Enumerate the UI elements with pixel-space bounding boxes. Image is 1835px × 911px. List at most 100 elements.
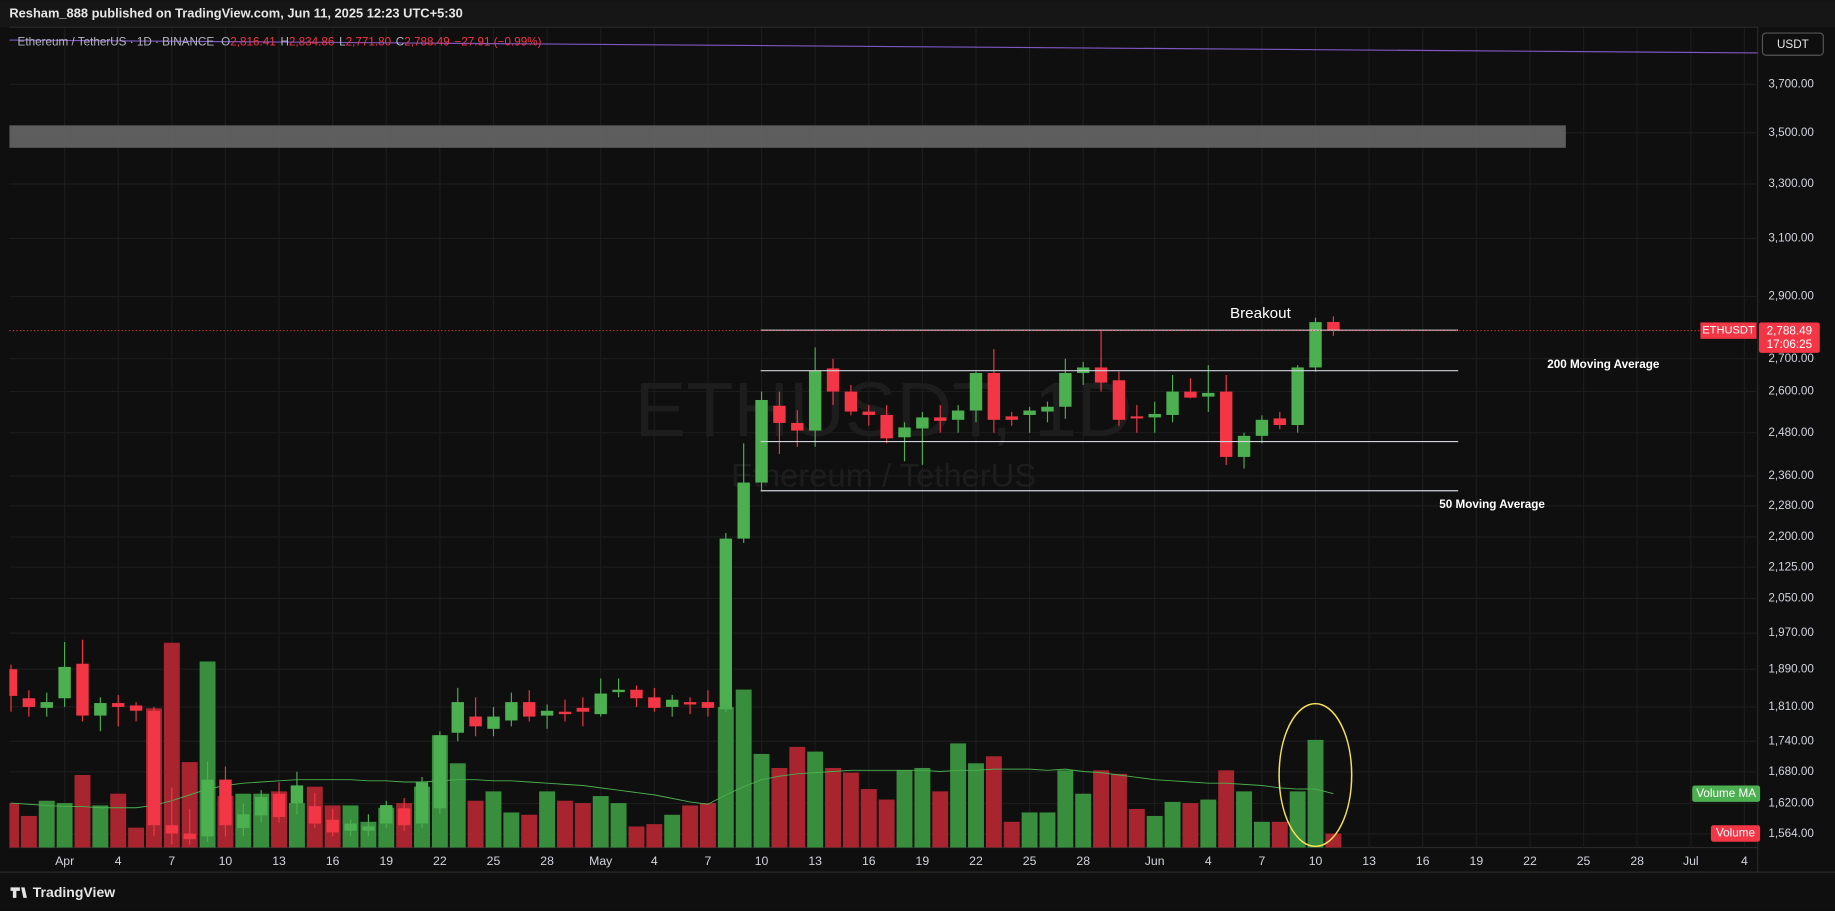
candle-body	[1184, 391, 1197, 398]
candle-body	[951, 410, 965, 420]
x-tick-label: 22	[969, 854, 983, 868]
volume-bar	[896, 770, 913, 848]
volume-bar	[699, 803, 716, 848]
candle-body	[523, 702, 536, 717]
candle-body	[898, 427, 911, 438]
x-tick-label: 25	[487, 854, 501, 868]
volume-bar	[1093, 770, 1110, 848]
candle-body	[1005, 416, 1018, 420]
volume-bar	[610, 803, 627, 848]
x-tick-label: 4	[1741, 854, 1748, 868]
x-tick-label: 28	[1630, 854, 1644, 868]
volume-bar	[735, 689, 752, 848]
volume-bar	[789, 746, 806, 848]
candle-body	[76, 663, 89, 716]
x-tick-label: 7	[705, 854, 712, 868]
price-tag-box	[1758, 322, 1820, 353]
candle-body	[1309, 322, 1322, 368]
legend-key: O	[221, 35, 230, 48]
volume-ma-tag: Volume MA	[1696, 787, 1756, 800]
volume-bar	[288, 803, 305, 848]
volume-bar	[1021, 812, 1038, 848]
y-tick-label: 3,300.00	[1768, 177, 1814, 190]
volume-bar	[1325, 833, 1342, 848]
candle-body	[1219, 391, 1233, 457]
x-tick-label: 19	[379, 854, 393, 868]
volume-bar	[1289, 791, 1306, 848]
volume-bar	[539, 791, 556, 848]
volume-bar	[1218, 770, 1235, 848]
candle-body	[1237, 435, 1251, 457]
volume-bar	[985, 756, 1002, 848]
level-label: 200 Moving Average	[1547, 358, 1660, 371]
candle-body	[773, 405, 786, 423]
x-tick-label: 7	[1258, 854, 1265, 868]
candle-body	[237, 814, 250, 828]
currency[interactable]: USDT	[1777, 38, 1809, 51]
y-tick-label: 2,050.00	[1768, 592, 1814, 605]
volume-bar	[717, 707, 734, 848]
x-tick-label: 7	[168, 854, 175, 868]
candle-body	[505, 702, 518, 721]
candle-body	[1327, 321, 1340, 331]
volume-bar	[628, 826, 645, 848]
header: Resham_888 published on TradingView.com,…	[9, 6, 462, 21]
volume-bar	[181, 762, 198, 848]
volume-bar	[1164, 801, 1181, 848]
x-tick-label: 16	[326, 854, 340, 868]
volume-bar	[825, 767, 841, 848]
volume-bar	[968, 763, 984, 848]
x-tick-label: 22	[433, 854, 447, 868]
volume-bar	[467, 800, 484, 848]
legend-key: L	[339, 35, 346, 48]
candle-body	[58, 666, 71, 699]
x-tick-label: May	[589, 854, 613, 868]
candle-body	[648, 697, 661, 708]
candle-body	[630, 689, 643, 699]
currency-box[interactable]	[1761, 32, 1824, 56]
volume-bar	[914, 767, 931, 848]
candle-body	[433, 735, 447, 809]
candle-body	[183, 833, 196, 840]
x-tick-label: 4	[651, 854, 658, 868]
y-tick-label: 1,810.00	[1768, 700, 1814, 713]
volume-bar	[521, 814, 538, 848]
y-tick-label: 1,564.00	[1768, 827, 1814, 840]
volume-bar	[485, 791, 502, 848]
watermark-symbol: ETHUSDT, 1D	[635, 367, 1133, 453]
candle-body	[826, 368, 840, 392]
candle-body	[487, 716, 500, 729]
candle-body	[1094, 367, 1108, 383]
y-tick-label: 1,890.00	[1768, 662, 1814, 675]
volume-ma-tag-box	[1692, 785, 1761, 802]
volume-bar	[1110, 773, 1127, 848]
candle-body	[254, 797, 268, 816]
volume-tag: Volume	[1716, 827, 1755, 840]
volume-bar	[449, 763, 466, 848]
brand-logo	[10, 887, 27, 898]
candle-body	[219, 779, 232, 826]
candle-body	[612, 689, 625, 693]
y-tick-label: 2,480.00	[1768, 426, 1814, 439]
x-tick-label: 16	[862, 854, 876, 868]
y-tick-label: 2,125.00	[1768, 560, 1814, 573]
volume-bar	[932, 791, 949, 848]
candle-body	[880, 414, 893, 439]
y-tick-label: 2,900.00	[1768, 290, 1814, 303]
candle-body	[129, 705, 143, 711]
volume-bar	[1075, 793, 1092, 848]
candle-body	[308, 806, 321, 824]
candle-body	[147, 710, 161, 826]
y-tick-label: 1,620.00	[1768, 797, 1814, 810]
candle-body	[40, 702, 53, 708]
volume-bar	[646, 824, 663, 848]
candle-body	[1273, 418, 1286, 426]
volume-tag-box	[1710, 825, 1761, 842]
y-tick-label: 2,200.00	[1768, 530, 1814, 543]
candle-body	[94, 703, 107, 716]
brand: TradingView	[33, 884, 115, 900]
x-tick-label: 13	[272, 854, 286, 868]
volume-bar	[1307, 739, 1324, 848]
candle-body	[1041, 406, 1054, 412]
